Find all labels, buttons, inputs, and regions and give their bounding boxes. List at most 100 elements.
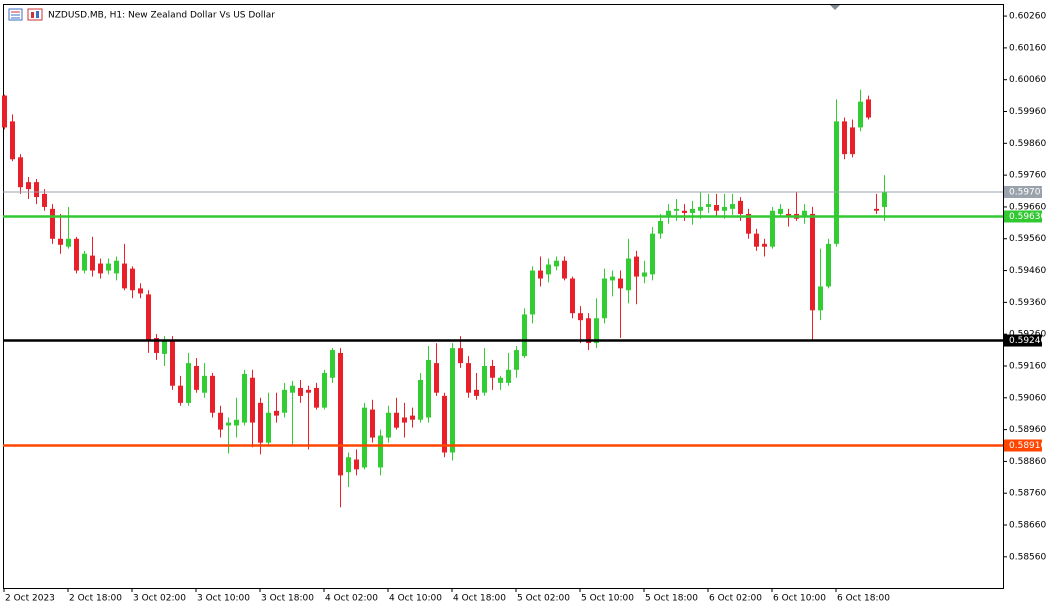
candle-body xyxy=(586,318,591,344)
candle-body xyxy=(226,422,231,426)
candle-body xyxy=(706,204,711,207)
candle-body xyxy=(658,220,663,234)
candle-body xyxy=(482,365,487,393)
candle-body xyxy=(666,210,671,217)
candle-body xyxy=(338,352,343,476)
candle-body xyxy=(498,377,503,383)
candle-body xyxy=(778,208,783,214)
x-tick-label: 6 Oct 10:00 xyxy=(773,594,826,604)
y-tick-label: 0.60060 xyxy=(1009,75,1046,85)
candle-body xyxy=(802,210,807,217)
candle-body xyxy=(810,213,815,311)
candle-body xyxy=(122,263,127,289)
candle-body xyxy=(250,377,255,423)
x-tick-label: 2 Oct 2023 xyxy=(5,594,55,604)
price-level-box xyxy=(1004,185,1042,198)
candle-body xyxy=(538,270,543,279)
candle-body xyxy=(434,363,439,393)
price-level-label: 0.59630 xyxy=(1009,212,1046,222)
price-level-box xyxy=(1004,210,1042,223)
y-tick-label: 0.58560 xyxy=(1009,552,1046,562)
candle-body xyxy=(354,459,359,470)
x-tick-label: 4 Oct 02:00 xyxy=(325,594,378,604)
candle-body xyxy=(650,233,655,275)
candle-body xyxy=(554,260,559,267)
candle-body xyxy=(274,410,279,416)
candle-body xyxy=(690,208,695,213)
price-level-box xyxy=(1004,334,1042,347)
candle-body xyxy=(570,278,575,314)
candle-body xyxy=(474,389,479,396)
candle-body xyxy=(234,419,239,426)
toolbar-icons xyxy=(8,8,43,21)
candle-body xyxy=(738,200,743,214)
candle-body xyxy=(218,412,223,430)
icon-bar xyxy=(31,12,34,18)
y-tick-label: 0.58760 xyxy=(1009,489,1046,499)
candle-body xyxy=(850,127,855,155)
candle-body xyxy=(82,253,87,271)
candle-body xyxy=(418,379,423,420)
candle-body xyxy=(58,238,63,245)
x-tick-label: 2 Oct 18:00 xyxy=(69,594,122,604)
candle-body xyxy=(602,278,607,319)
candle-body xyxy=(362,407,367,468)
candle-body xyxy=(186,363,191,403)
candle-body xyxy=(490,365,495,378)
candle-body xyxy=(402,417,407,423)
x-tick-label: 5 Oct 18:00 xyxy=(645,594,698,604)
y-tick-label: 0.60260 xyxy=(1009,12,1046,22)
candle-body xyxy=(746,213,751,234)
x-tick-label: 3 Oct 18:00 xyxy=(261,594,314,604)
candle-body xyxy=(282,389,287,413)
price-level-label: 0.59240 xyxy=(1009,336,1046,346)
candle-body xyxy=(298,387,303,396)
candle-body xyxy=(290,385,295,393)
candles xyxy=(2,89,887,508)
chart-title: NZDUSD.MB, H1: New Zealand Dollar Vs US … xyxy=(48,11,275,21)
candle-body xyxy=(506,369,511,383)
x-tick-label: 3 Oct 02:00 xyxy=(133,594,186,604)
candle-body xyxy=(874,208,879,211)
candle-body xyxy=(242,373,247,423)
y-tick-label: 0.59060 xyxy=(1009,393,1046,403)
candle-body xyxy=(578,313,583,321)
candle-body xyxy=(306,389,311,393)
candle-body xyxy=(730,204,735,209)
y-tick-label: 0.59160 xyxy=(1009,361,1046,371)
candle-body xyxy=(370,409,375,438)
candle-body xyxy=(330,350,335,378)
candle-body xyxy=(514,350,519,370)
candle-body xyxy=(346,457,351,473)
candle-body xyxy=(762,243,767,247)
plot-frame xyxy=(3,4,1004,589)
candle-body xyxy=(394,412,399,428)
candle-body xyxy=(858,101,863,128)
candle-body xyxy=(626,258,631,291)
candle-body xyxy=(754,233,759,247)
x-tick-label: 4 Oct 10:00 xyxy=(389,594,442,604)
candle-body xyxy=(42,193,47,207)
icon-bar xyxy=(36,11,39,18)
candle-body xyxy=(194,365,199,390)
candle-body xyxy=(426,359,431,418)
candle-body xyxy=(106,263,111,271)
candle-body xyxy=(882,191,887,207)
candle-body xyxy=(178,385,183,403)
y-tick-label: 0.59960 xyxy=(1009,107,1046,117)
candle-body xyxy=(866,99,871,118)
candle-body xyxy=(170,341,175,386)
price-level-box xyxy=(1004,439,1042,452)
candle-body xyxy=(314,387,319,408)
candle-body xyxy=(162,340,167,354)
candle-body xyxy=(146,294,151,341)
y-tick-label: 0.59560 xyxy=(1009,234,1046,244)
candle-body xyxy=(10,121,15,160)
candle-body xyxy=(522,314,527,357)
y-tick-label: 0.58860 xyxy=(1009,457,1046,467)
candle-body xyxy=(90,255,95,271)
candle-body xyxy=(34,182,39,198)
candle-body xyxy=(818,286,823,311)
